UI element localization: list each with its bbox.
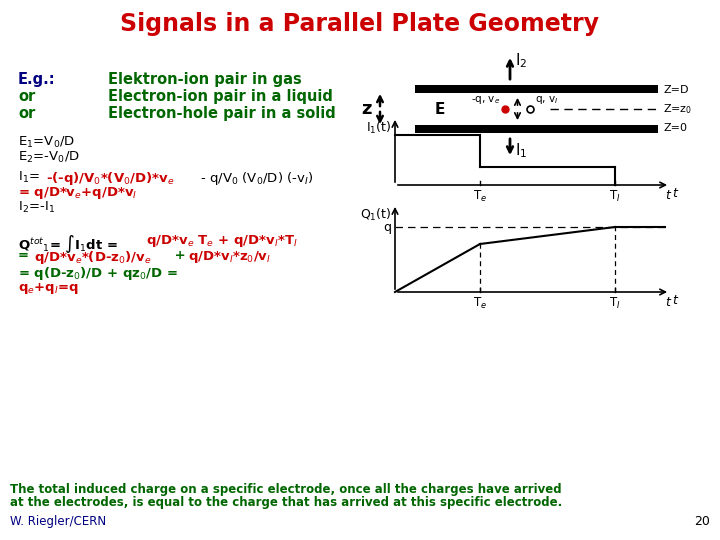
Text: q: q — [383, 220, 391, 233]
Text: I$_2$: I$_2$ — [515, 52, 527, 70]
Text: q/D*v$_e$*(D-z$_0$)/v$_e$: q/D*v$_e$*(D-z$_0$)/v$_e$ — [34, 249, 152, 266]
Text: T$_I$: T$_I$ — [609, 296, 621, 311]
Text: T$_e$: T$_e$ — [473, 189, 487, 204]
Bar — [415, 125, 658, 133]
Text: Q$_1$(t): Q$_1$(t) — [359, 207, 391, 223]
Text: The total induced charge on a specific electrode, once all the charges have arri: The total induced charge on a specific e… — [10, 483, 562, 496]
Text: z: z — [361, 100, 372, 118]
Text: Elektron-ion pair in gas: Elektron-ion pair in gas — [108, 72, 302, 87]
Text: t: t — [665, 296, 670, 309]
Text: t: t — [672, 187, 677, 200]
Text: at the electrodes, is equal to the charge that has arrived at this specific elec: at the electrodes, is equal to the charg… — [10, 496, 562, 509]
Text: q$_e$+q$_I$=q: q$_e$+q$_I$=q — [18, 281, 79, 296]
Text: q/D*v$_I$*z$_0$/v$_I$: q/D*v$_I$*z$_0$/v$_I$ — [188, 249, 271, 265]
Bar — [415, 85, 658, 93]
Text: Z=D: Z=D — [663, 85, 688, 95]
Text: or: or — [18, 89, 35, 104]
Text: = q(D-z$_0$)/D + qz$_0$/D =: = q(D-z$_0$)/D + qz$_0$/D = — [18, 265, 178, 282]
Text: Z=z$_0$: Z=z$_0$ — [663, 102, 692, 116]
Text: -(-q)/V$_0$*(V$_0$/D)*v$_e$: -(-q)/V$_0$*(V$_0$/D)*v$_e$ — [46, 170, 174, 187]
Text: Q$^{tot}$$_1$= $\int$I$_1$dt =: Q$^{tot}$$_1$= $\int$I$_1$dt = — [18, 233, 118, 255]
Text: E$_2$=-V$_0$/D: E$_2$=-V$_0$/D — [18, 150, 80, 165]
Text: t: t — [672, 294, 677, 307]
Text: I$_1$=: I$_1$= — [18, 170, 41, 185]
Text: -q, v$_e$: -q, v$_e$ — [471, 94, 500, 106]
Text: E.g.:: E.g.: — [18, 72, 55, 87]
Text: or: or — [18, 106, 35, 121]
Text: Electron-ion pair in a liquid: Electron-ion pair in a liquid — [108, 89, 333, 104]
Text: T$_e$: T$_e$ — [473, 296, 487, 311]
Text: W. Riegler/CERN: W. Riegler/CERN — [10, 515, 106, 528]
Text: I$_1$(t): I$_1$(t) — [366, 120, 391, 136]
Text: I$_1$: I$_1$ — [515, 141, 527, 160]
Text: Electron-hole pair in a solid: Electron-hole pair in a solid — [108, 106, 336, 121]
Text: +: + — [170, 249, 190, 262]
Text: T$_I$: T$_I$ — [609, 189, 621, 204]
Text: - q/V$_0$ (V$_0$/D) (-v$_I$): - q/V$_0$ (V$_0$/D) (-v$_I$) — [196, 170, 313, 187]
Text: q, v$_I$: q, v$_I$ — [535, 94, 559, 106]
Text: =: = — [18, 249, 34, 262]
Text: I$_2$=-I$_1$: I$_2$=-I$_1$ — [18, 200, 55, 215]
Text: E$_1$=V$_0$/D: E$_1$=V$_0$/D — [18, 135, 75, 150]
Text: Z=0: Z=0 — [663, 123, 687, 133]
Text: q/D*v$_e$ T$_e$ + q/D*v$_I$*T$_I$: q/D*v$_e$ T$_e$ + q/D*v$_I$*T$_I$ — [146, 233, 298, 249]
Text: Signals in a Parallel Plate Geometry: Signals in a Parallel Plate Geometry — [120, 12, 600, 36]
Text: t: t — [665, 189, 670, 202]
Text: = q/D*v$_e$+q/D*v$_I$: = q/D*v$_e$+q/D*v$_I$ — [18, 185, 138, 201]
Text: E: E — [435, 102, 446, 117]
Text: 20: 20 — [694, 515, 710, 528]
